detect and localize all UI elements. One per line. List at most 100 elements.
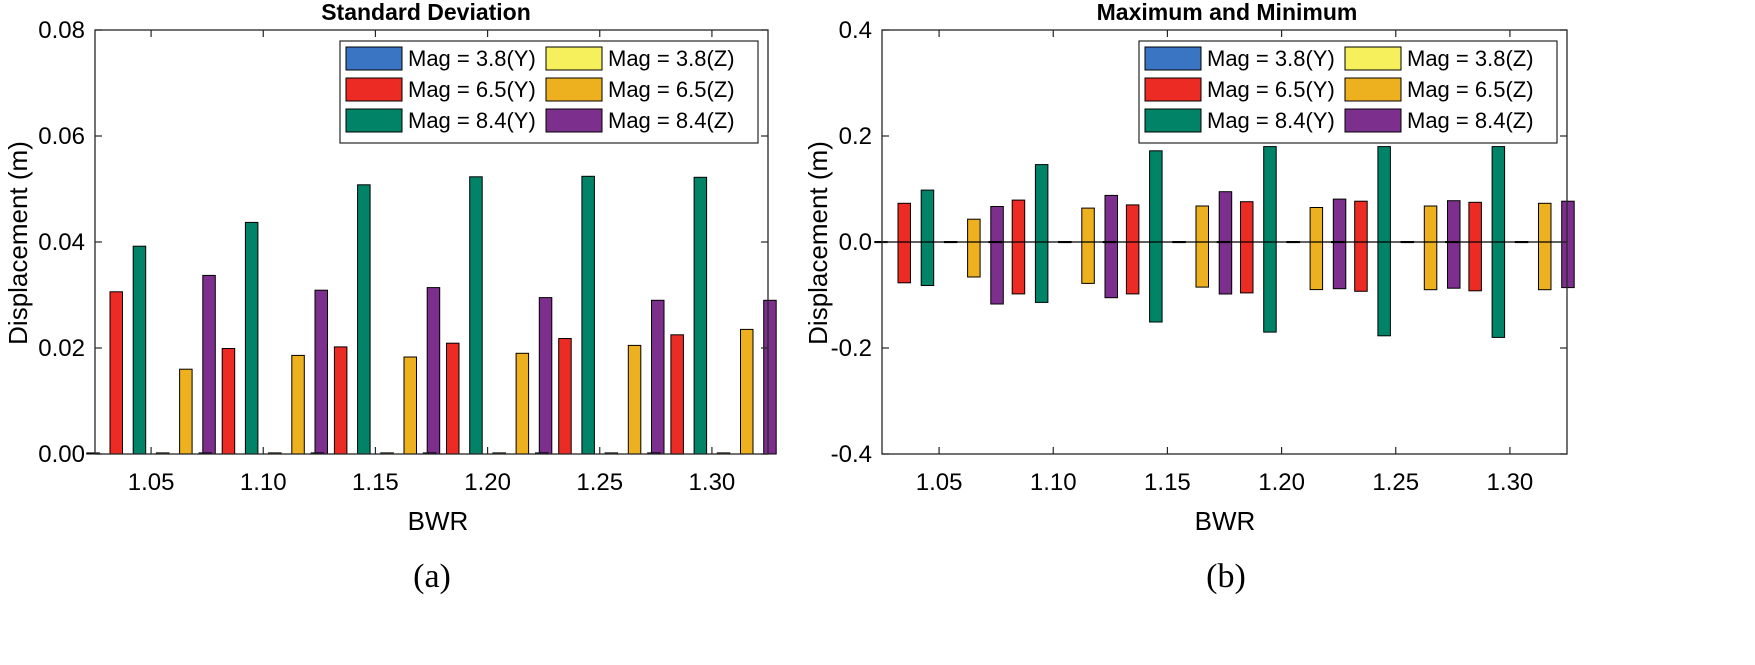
bar [1309,207,1324,291]
figure-caption: (b) [1206,558,1246,595]
bar [1447,200,1461,289]
legend-swatch [545,46,603,71]
bar [693,176,708,455]
x-tick-label: 1.25 [576,469,623,496]
bar [920,189,935,287]
bar [1354,200,1368,292]
legend-label: Mag = 8.4(Z) [1407,108,1534,133]
bar [670,334,684,455]
x-tick-label: 1.20 [1258,469,1305,496]
legend-label: Mag = 6.5(Y) [1207,77,1335,102]
bar [221,348,236,455]
bar [426,287,441,455]
bar [1195,205,1209,288]
bar-marks [86,175,777,455]
legend-swatch [545,77,603,102]
bar [1332,198,1347,290]
bar [763,299,777,455]
bar [1104,194,1118,299]
legend: Mag = 3.8(Y) Mag = 3.8(Z) Mag = 6.5(Y) Mag … [339,40,759,144]
bar [132,245,147,455]
y-tick-label: 0.02 [38,335,85,362]
bar [967,218,981,278]
y-tick-label: 0.4 [839,17,872,44]
bar [1125,204,1140,295]
bar [1377,146,1391,337]
legend-swatch [1144,77,1202,102]
legend: Mag = 3.8(Y) Mag = 3.8(Z) Mag = 6.5(Y) Mag … [1138,40,1558,144]
bar [1263,146,1277,333]
x-tick-label: 1.15 [352,469,399,496]
legend-label: Mag = 6.5(Z) [608,77,735,102]
legend-swatch [1144,108,1202,133]
legend-label: Mag = 3.8(Z) [608,46,735,71]
legend-swatch [1344,77,1402,102]
x-tick-label: 1.30 [1487,469,1534,496]
bar [244,221,259,455]
y-tick-label: -0.2 [831,335,872,362]
legend-label: Mag = 8.4(Z) [608,108,735,133]
legend-swatch [345,108,403,133]
y-axis-label: Displacement (m) [803,141,833,345]
legend-swatch [345,77,403,102]
legend-swatch [1144,46,1202,71]
x-tick-label: 1.20 [464,469,511,496]
chart-title: Maximum and Minimum [1097,0,1358,25]
y-tick-label: 0.2 [839,123,872,150]
legend-swatch [1344,108,1402,133]
x-tick-label: 1.25 [1372,469,1419,496]
bar [314,289,328,455]
bar [469,176,483,455]
figure-caption: (a) [413,558,451,595]
bar [179,368,193,455]
bar [1081,207,1095,284]
bar [538,297,553,455]
legend-label: Mag = 6.5(Z) [1407,77,1534,102]
bar [1011,199,1026,295]
legend-label: Mag = 3.8(Z) [1407,46,1534,71]
bar [627,344,642,455]
x-tick-label: 1.05 [916,469,963,496]
legend-label: Mag = 3.8(Y) [408,46,536,71]
y-tick-label: 0.00 [38,441,85,468]
bar [403,356,417,455]
bar [1240,201,1254,294]
bar [1149,150,1163,323]
x-tick-label: 1.10 [1030,469,1077,496]
x-axis-label: BWR [408,506,469,536]
bar [202,274,216,455]
y-axis-label: Displacement (m) [3,141,33,345]
bar [651,299,665,455]
bar [1538,202,1552,291]
y-tick-label: 0.04 [38,229,85,256]
bar [990,206,1004,305]
chart-standard-deviation: Standard Deviation BWR Displacement (m) … [3,0,777,595]
bar [1561,200,1575,289]
bar [291,354,305,455]
x-tick-label: 1.10 [240,469,287,496]
bar [581,175,595,455]
bar [1034,164,1049,303]
bar [446,342,460,455]
x-tick-label: 1.05 [128,469,175,496]
bar [515,352,530,455]
chart-title: Standard Deviation [321,0,531,25]
axes: 0.00 0.02 0.04 0.06 0.08 1.05 1.10 1.15 1.20 1.25… [38,17,769,496]
y-tick-label: 0.0 [839,229,872,256]
chart-maximum-minimum: Maximum and Minimum BWR Displacement (m)… [803,0,1575,595]
y-tick-label: 0.08 [38,17,85,44]
bar [897,202,911,284]
bar [740,328,754,455]
bar [333,346,348,455]
range-bar-marks [874,146,1575,338]
x-axis-label: BWR [1195,506,1256,536]
bar [1468,201,1482,292]
legend-label: Mag = 6.5(Y) [408,77,536,102]
legend-label: Mag = 3.8(Y) [1207,46,1335,71]
bar [558,338,572,455]
x-tick-label: 1.15 [1144,469,1191,496]
x-tick-label: 1.30 [689,469,736,496]
y-tick-label: -0.4 [831,441,872,468]
axes: -0.4 -0.2 0.0 0.2 0.4 1.05 1.10 1.15 1.20 1.25 1.3… [831,17,1568,496]
